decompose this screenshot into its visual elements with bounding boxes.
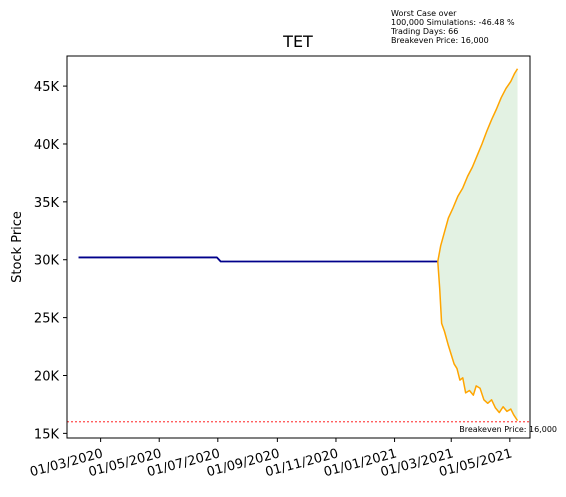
y-tick-label: 45K bbox=[34, 80, 60, 95]
annotation-line: Trading Days: 66 bbox=[390, 27, 458, 36]
y-tick-label: 15K bbox=[34, 427, 60, 442]
annotation-line: Worst Case over bbox=[391, 9, 457, 18]
breakeven-label: Breakeven Price: 16,000 bbox=[459, 425, 557, 434]
simulation-lower-line bbox=[437, 261, 519, 422]
annotation-line: 100,000 Simulations: -46.48 % bbox=[391, 18, 515, 27]
y-tick-label: 30K bbox=[34, 254, 60, 269]
y-tick-label: 25K bbox=[34, 312, 60, 327]
plot-frame bbox=[66, 55, 531, 439]
y-axis-label: Stock Price bbox=[10, 211, 25, 283]
annotation-line: Breakeven Price: 16,000 bbox=[391, 36, 489, 45]
y-tick-label: 35K bbox=[34, 196, 60, 211]
y-tick-label: 20K bbox=[34, 369, 60, 384]
simulation-range-fill bbox=[437, 68, 518, 421]
historical-line bbox=[78, 256, 438, 263]
chart-title: TET bbox=[282, 32, 313, 51]
y-tick-label: 40K bbox=[34, 138, 60, 153]
simulation-upper-line bbox=[437, 68, 519, 262]
